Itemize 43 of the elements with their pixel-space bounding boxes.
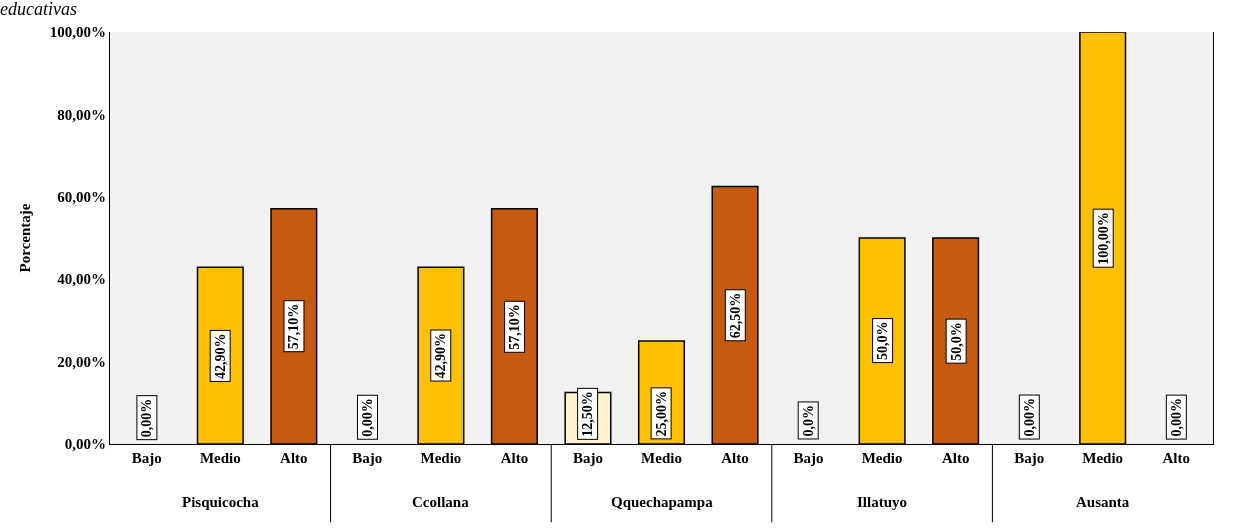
x-tick-label: Alto bbox=[721, 450, 749, 466]
data-label: 0,00% bbox=[359, 398, 375, 437]
data-label: 25,00% bbox=[653, 390, 669, 437]
data-label: 50,0% bbox=[875, 321, 891, 361]
x-tick-label: Bajo bbox=[131, 450, 162, 466]
text: Ausanta bbox=[1076, 494, 1130, 510]
data-label: 0,0% bbox=[800, 404, 816, 437]
y-tick-label: 80,00% bbox=[57, 106, 106, 123]
x-tick-label: Medio bbox=[199, 450, 241, 466]
text: Illatuyo bbox=[857, 494, 908, 510]
data-label: 12,50% bbox=[580, 391, 596, 437]
x-tick-label: Medio bbox=[1082, 450, 1124, 466]
chart-title: educativas bbox=[0, 0, 77, 20]
x-tick-label: Medio bbox=[861, 450, 903, 466]
data-label: 57,10% bbox=[507, 304, 523, 350]
x-tick-label: Medio bbox=[641, 450, 682, 466]
data-label: 100,00% bbox=[1095, 212, 1111, 265]
data-label: 62,50% bbox=[727, 292, 743, 339]
x-tick-label: Bajo bbox=[572, 450, 603, 466]
x-tick-label: Bajo bbox=[352, 450, 383, 466]
x-tick-label: Bajo bbox=[1014, 450, 1045, 466]
x-tick-label: Alto bbox=[500, 450, 529, 466]
x-tick-label: Medio bbox=[420, 450, 462, 466]
data-label: 0,00% bbox=[139, 398, 155, 438]
y-tick-label: 100,00% bbox=[49, 24, 106, 41]
y-tick-label: 20,00% bbox=[57, 353, 106, 370]
x-tick-label: Alto bbox=[280, 450, 308, 466]
data-label: 42,90% bbox=[212, 333, 228, 379]
y-tick-label: 0,00% bbox=[64, 436, 106, 453]
y-tick-label: 40,00% bbox=[57, 271, 106, 288]
data-label: 0,00% bbox=[1168, 398, 1184, 437]
data-label: 57,10% bbox=[286, 303, 302, 350]
x-tick-label: Alto bbox=[1162, 450, 1190, 466]
x-tick-label: Bajo bbox=[793, 450, 824, 466]
x-tick-label: Alto bbox=[941, 450, 970, 466]
data-label: 0,00% bbox=[1021, 398, 1037, 437]
text: Qquechapampa bbox=[611, 494, 714, 510]
y-tick-label: 60,00% bbox=[57, 189, 106, 206]
y-axis-title: Porcentaje bbox=[17, 203, 33, 273]
data-label: 42,90% bbox=[433, 333, 449, 379]
text: Pisquicocha bbox=[182, 494, 260, 510]
text: Ccollana bbox=[412, 494, 470, 510]
data-label: 50,0% bbox=[948, 322, 964, 361]
